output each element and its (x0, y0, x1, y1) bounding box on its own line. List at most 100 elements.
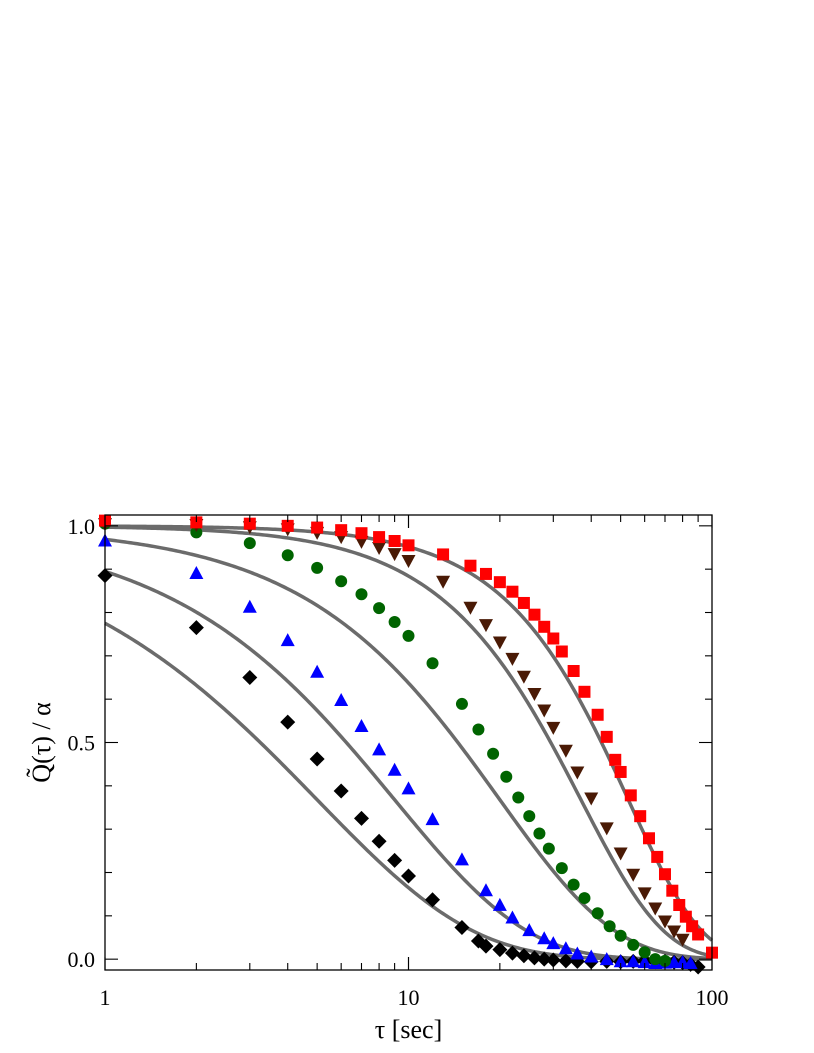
fit-curves (104, 524, 714, 961)
data-point-triangle-down (599, 822, 614, 836)
data-point-diamond (516, 948, 532, 964)
data-point-diamond (333, 783, 349, 799)
data-point-square (679, 910, 692, 923)
data-point-square (624, 789, 637, 802)
data-point-square (311, 521, 324, 534)
data-point-square (402, 539, 415, 552)
x-tick-label: 10 (398, 985, 420, 1010)
data-point-circle (591, 907, 604, 920)
data-point-square (609, 753, 622, 766)
data-point-diamond (280, 714, 296, 730)
data-point-circle (627, 938, 640, 951)
data-point-circle (578, 892, 591, 905)
data-point-square (388, 535, 401, 547)
plot-frame (104, 514, 713, 971)
y-tick-label: 1.0 (68, 514, 96, 539)
data-point-triangle-up (310, 664, 325, 678)
data-point-diamond (526, 950, 542, 966)
data-point-triangle-down (372, 542, 387, 555)
data-point-circle (472, 723, 485, 736)
data-point-circle (523, 810, 536, 823)
data-point-triangle-up (280, 633, 295, 647)
data-point-triangle-down (558, 744, 573, 758)
data-point-triangle-down (492, 636, 507, 650)
axis-ticks (104, 515, 713, 970)
data-point-triangle-down (657, 915, 672, 929)
data-point-diamond (401, 868, 416, 884)
data-point-triangle-down (436, 575, 451, 589)
data-point-triangle-up (537, 931, 552, 945)
data-point-triangle-down (478, 619, 493, 633)
data-point-triangle-down (626, 868, 641, 882)
data-point-circle (542, 842, 555, 855)
data-point-square (243, 517, 256, 530)
data-point-triangle-down (584, 792, 599, 806)
data-point-triangle-down (537, 704, 552, 718)
data-point-square (658, 868, 671, 881)
y-tick-label: 0.0 (68, 947, 96, 972)
data-point-triangle-up (599, 952, 614, 966)
data-point-triangle-up (401, 781, 416, 795)
tick-labels: 1 10 100 0.0 0.5 1.0 (68, 514, 729, 1010)
data-point-triangle-down (401, 555, 416, 568)
data-point-triangle-up (492, 897, 507, 911)
data-point-circle (243, 537, 256, 550)
data-point-triangle-down (648, 902, 663, 916)
data-point-square (464, 559, 477, 572)
data-point-triangle-up (189, 566, 204, 579)
data-point-triangle-up (546, 936, 561, 950)
data-point-circle (281, 549, 294, 562)
data-point-circle (190, 526, 203, 539)
data-point-circle (311, 561, 324, 574)
y-tick-label: 0.5 (68, 731, 96, 756)
data-point-square (578, 685, 591, 698)
data-point-triangle-up (613, 954, 628, 968)
data-point-square (614, 765, 627, 778)
data-point-triangle-down (675, 933, 690, 947)
data-point-triangle-down (546, 721, 561, 735)
data-point-diamond (425, 892, 441, 908)
data-point-square (538, 620, 551, 633)
data-point-circle (555, 862, 568, 875)
data-point-circle (649, 953, 662, 966)
data-point-square (506, 585, 519, 598)
data-point-triangle-up (558, 941, 573, 955)
data-point-triangle-up (242, 599, 257, 613)
data-point-triangle-up (354, 718, 369, 732)
data-point-triangle-down (613, 847, 628, 861)
data-point-diamond (536, 951, 552, 967)
data-point-circle (658, 954, 671, 967)
data-point-square (591, 708, 604, 721)
data-point-square (547, 632, 560, 645)
data-point-square (666, 884, 679, 897)
data-point-triangle-up (505, 910, 520, 924)
x-axis-label: τ [sec] (375, 1015, 442, 1044)
data-point-diamond (309, 751, 325, 767)
data-point-square (600, 730, 613, 743)
data-point-square (651, 850, 664, 863)
data-point-circle (533, 827, 546, 840)
data-point-square (567, 665, 580, 677)
data-point-square (437, 548, 450, 561)
y-axis-label: Q̃(τ) / α (27, 702, 56, 783)
data-point-triangle-up (387, 762, 402, 776)
data-point-circle (603, 920, 616, 933)
data-point-square (528, 608, 541, 621)
x-tick-label: 1 (100, 985, 111, 1010)
data-point-square (190, 516, 203, 529)
data-point-diamond (188, 620, 204, 636)
data-point-circle (335, 575, 348, 588)
fit-curve (104, 525, 713, 958)
data-point-diamond (545, 952, 561, 968)
data-point-square (692, 928, 705, 941)
data-point-square (479, 567, 492, 580)
data-point-square (555, 645, 568, 658)
data-point-circle (614, 929, 627, 942)
data-point-triangle-up (334, 692, 349, 706)
data-point-diamond (242, 670, 258, 685)
data-point-triangle-up (584, 949, 599, 963)
data-point-square (281, 519, 294, 532)
data-point-circle (500, 770, 513, 783)
data-point-circle (388, 616, 401, 629)
